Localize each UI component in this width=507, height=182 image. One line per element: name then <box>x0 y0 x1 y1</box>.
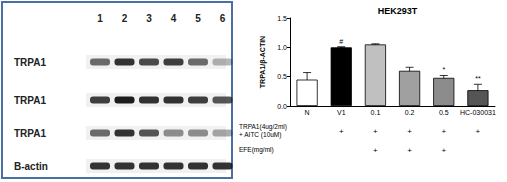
svg-text:1.0: 1.0 <box>277 44 287 51</box>
svg-text:#: # <box>339 38 343 45</box>
svg-text:5: 5 <box>195 13 201 24</box>
svg-text:1.5: 1.5 <box>277 15 287 22</box>
svg-text:TRPA1: TRPA1 <box>14 128 46 139</box>
svg-text:+: + <box>373 127 378 136</box>
svg-text:6: 6 <box>220 13 226 24</box>
svg-text:HEK293T: HEK293T <box>378 6 418 16</box>
svg-text:+: + <box>441 146 446 155</box>
svg-text:+: + <box>339 127 344 136</box>
svg-text:+ AITC (10uM): + AITC (10uM) <box>239 131 281 139</box>
svg-text:+: + <box>407 127 412 136</box>
svg-text:**: ** <box>475 75 481 82</box>
svg-text:4: 4 <box>171 13 177 24</box>
svg-text:N: N <box>305 109 310 116</box>
svg-text:+: + <box>373 146 378 155</box>
svg-text:1: 1 <box>97 13 103 24</box>
svg-text:EFE(mg/ml): EFE(mg/ml) <box>239 146 274 154</box>
svg-text:3: 3 <box>146 13 152 24</box>
svg-text:TRPA1(4ug/2ml): TRPA1(4ug/2ml) <box>239 123 287 131</box>
svg-text:0.5: 0.5 <box>439 109 449 116</box>
svg-text:HC-030031: HC-030031 <box>460 109 496 116</box>
svg-text:+: + <box>441 127 446 136</box>
svg-text:+: + <box>407 146 412 155</box>
svg-text:0.5: 0.5 <box>277 73 287 80</box>
svg-text:*: * <box>442 66 445 73</box>
svg-text:+: + <box>476 127 481 136</box>
svg-text:TRPA1: TRPA1 <box>14 57 46 68</box>
svg-text:2: 2 <box>122 13 128 24</box>
svg-text:B-actin: B-actin <box>14 161 48 172</box>
svg-text:TRPA1: TRPA1 <box>14 95 46 106</box>
svg-text:V1: V1 <box>337 109 346 116</box>
svg-text:0.0: 0.0 <box>277 103 287 110</box>
svg-text:TRPA1/β-ACTIN: TRPA1/β-ACTIN <box>259 36 267 88</box>
svg-text:0.1: 0.1 <box>371 109 381 116</box>
svg-text:0.2: 0.2 <box>405 109 415 116</box>
